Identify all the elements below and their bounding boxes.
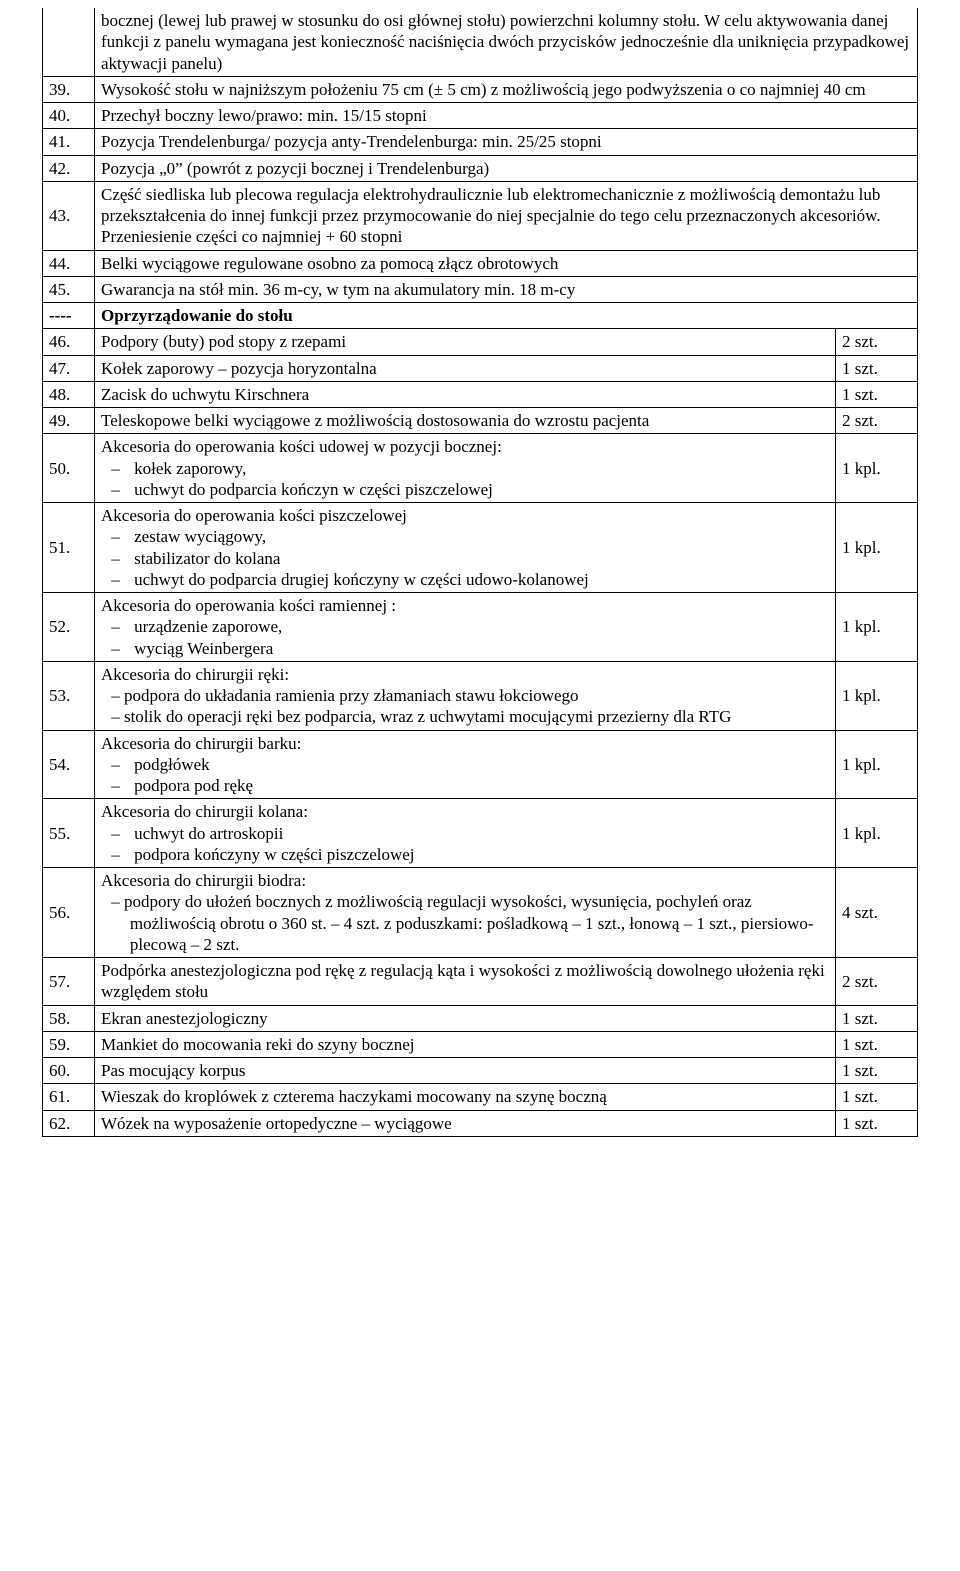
document-page: bocznej (lewej lub prawej w stosunku do … xyxy=(0,0,960,1157)
row-number: 43. xyxy=(43,181,95,250)
row-quantity: 1 kpl. xyxy=(835,593,917,662)
row-description: Akcesoria do operowania kości piszczelow… xyxy=(95,503,836,593)
table-row: 48.Zacisk do uchwytu Kirschnera1 szt. xyxy=(43,381,918,407)
table-row: 39.Wysokość stołu w najniższym położeniu… xyxy=(43,76,918,102)
row-quantity: 1 szt. xyxy=(835,1031,917,1057)
row-number: 53. xyxy=(43,661,95,730)
row-quantity: 1 kpl. xyxy=(835,799,917,868)
table-row: 40.Przechył boczny lewo/prawo: min. 15/1… xyxy=(43,103,918,129)
row-description: Akcesoria do chirurgii ręki:– podpora do… xyxy=(95,661,836,730)
table-row: bocznej (lewej lub prawej w stosunku do … xyxy=(43,8,918,76)
row-quantity: 1 szt. xyxy=(835,1084,917,1110)
table-row: 56.Akcesoria do chirurgii biodra:– podpo… xyxy=(43,868,918,958)
row-number: 60. xyxy=(43,1058,95,1084)
row-quantity: 1 kpl. xyxy=(835,661,917,730)
row-number: 44. xyxy=(43,250,95,276)
row-description: Akcesoria do chirurgii barku: podgłówek … xyxy=(95,730,836,799)
row-number: 56. xyxy=(43,868,95,958)
row-description: Oprzyrządowanie do stołu xyxy=(95,303,918,329)
row-number xyxy=(43,8,95,76)
table-row: 57.Podpórka anestezjologiczna pod rękę z… xyxy=(43,958,918,1006)
spec-table: bocznej (lewej lub prawej w stosunku do … xyxy=(42,8,918,1137)
row-description: Wieszak do kroplówek z czterema haczykam… xyxy=(95,1084,836,1110)
row-description: Kołek zaporowy – pozycja horyzontalna xyxy=(95,355,836,381)
spec-table-body: bocznej (lewej lub prawej w stosunku do … xyxy=(43,8,918,1136)
row-number: 49. xyxy=(43,408,95,434)
row-quantity: 2 szt. xyxy=(835,958,917,1006)
row-number: 47. xyxy=(43,355,95,381)
row-number: 52. xyxy=(43,593,95,662)
row-quantity: 1 szt. xyxy=(835,355,917,381)
row-number: 58. xyxy=(43,1005,95,1031)
row-quantity: 1 kpl. xyxy=(835,730,917,799)
row-description: Pas mocujący korpus xyxy=(95,1058,836,1084)
table-row: 62.Wózek na wyposażenie ortopedyczne – w… xyxy=(43,1110,918,1136)
row-description: Teleskopowe belki wyciągowe z możliwości… xyxy=(95,408,836,434)
row-description: Akcesoria do operowania kości udowej w p… xyxy=(95,434,836,503)
row-description: Mankiet do mocowania reki do szyny boczn… xyxy=(95,1031,836,1057)
table-row: 53.Akcesoria do chirurgii ręki:– podpora… xyxy=(43,661,918,730)
row-number: ---- xyxy=(43,303,95,329)
table-row: 51.Akcesoria do operowania kości piszcze… xyxy=(43,503,918,593)
row-number: 42. xyxy=(43,155,95,181)
table-row: 52.Akcesoria do operowania kości ramienn… xyxy=(43,593,918,662)
table-row: 43.Część siedliska lub plecowa regulacja… xyxy=(43,181,918,250)
row-quantity: 1 szt. xyxy=(835,1005,917,1031)
row-quantity: 1 szt. xyxy=(835,381,917,407)
row-quantity: 2 szt. xyxy=(835,329,917,355)
row-number: 40. xyxy=(43,103,95,129)
row-description: Część siedliska lub plecowa regulacja el… xyxy=(95,181,918,250)
row-number: 45. xyxy=(43,276,95,302)
row-description: Pozycja „0” (powrót z pozycji bocznej i … xyxy=(95,155,918,181)
row-description: Przechył boczny lewo/prawo: min. 15/15 s… xyxy=(95,103,918,129)
row-number: 48. xyxy=(43,381,95,407)
row-description: bocznej (lewej lub prawej w stosunku do … xyxy=(95,8,918,76)
row-number: 55. xyxy=(43,799,95,868)
table-row: 49.Teleskopowe belki wyciągowe z możliwo… xyxy=(43,408,918,434)
row-description: Wózek na wyposażenie ortopedyczne – wyci… xyxy=(95,1110,836,1136)
row-description: Podpory (buty) pod stopy z rzepami xyxy=(95,329,836,355)
table-row: 54.Akcesoria do chirurgii barku: podgłów… xyxy=(43,730,918,799)
row-number: 54. xyxy=(43,730,95,799)
table-row: 60.Pas mocujący korpus1 szt. xyxy=(43,1058,918,1084)
table-row: 47.Kołek zaporowy – pozycja horyzontalna… xyxy=(43,355,918,381)
row-quantity: 1 kpl. xyxy=(835,503,917,593)
row-description: Belki wyciągowe regulowane osobno za pom… xyxy=(95,250,918,276)
table-row: 44.Belki wyciągowe regulowane osobno za … xyxy=(43,250,918,276)
table-row: 55.Akcesoria do chirurgii kolana: uchwyt… xyxy=(43,799,918,868)
row-description: Ekran anestezjologiczny xyxy=(95,1005,836,1031)
row-description: Gwarancja na stół min. 36 m-cy, w tym na… xyxy=(95,276,918,302)
row-number: 41. xyxy=(43,129,95,155)
table-row: 41.Pozycja Trendelenburga/ pozycja anty-… xyxy=(43,129,918,155)
table-row: 45.Gwarancja na stół min. 36 m-cy, w tym… xyxy=(43,276,918,302)
row-description: Akcesoria do chirurgii biodra:– podpory … xyxy=(95,868,836,958)
row-number: 59. xyxy=(43,1031,95,1057)
table-row: 46.Podpory (buty) pod stopy z rzepami2 s… xyxy=(43,329,918,355)
row-description: Wysokość stołu w najniższym położeniu 75… xyxy=(95,76,918,102)
row-quantity: 2 szt. xyxy=(835,408,917,434)
row-quantity: 1 szt. xyxy=(835,1058,917,1084)
table-row: 61.Wieszak do kroplówek z czterema haczy… xyxy=(43,1084,918,1110)
row-description: Akcesoria do operowania kości ramiennej … xyxy=(95,593,836,662)
row-number: 46. xyxy=(43,329,95,355)
table-row: 59.Mankiet do mocowania reki do szyny bo… xyxy=(43,1031,918,1057)
table-row: 58.Ekran anestezjologiczny1 szt. xyxy=(43,1005,918,1031)
row-number: 57. xyxy=(43,958,95,1006)
row-number: 39. xyxy=(43,76,95,102)
row-quantity: 4 szt. xyxy=(835,868,917,958)
table-row: 50.Akcesoria do operowania kości udowej … xyxy=(43,434,918,503)
row-description: Podpórka anestezjologiczna pod rękę z re… xyxy=(95,958,836,1006)
row-description: Zacisk do uchwytu Kirschnera xyxy=(95,381,836,407)
table-row: 42.Pozycja „0” (powrót z pozycji bocznej… xyxy=(43,155,918,181)
row-number: 51. xyxy=(43,503,95,593)
row-description: Pozycja Trendelenburga/ pozycja anty-Tre… xyxy=(95,129,918,155)
row-number: 50. xyxy=(43,434,95,503)
row-quantity: 1 kpl. xyxy=(835,434,917,503)
row-number: 61. xyxy=(43,1084,95,1110)
row-description: Akcesoria do chirurgii kolana: uchwyt do… xyxy=(95,799,836,868)
row-number: 62. xyxy=(43,1110,95,1136)
table-row: ----Oprzyrządowanie do stołu xyxy=(43,303,918,329)
row-quantity: 1 szt. xyxy=(835,1110,917,1136)
